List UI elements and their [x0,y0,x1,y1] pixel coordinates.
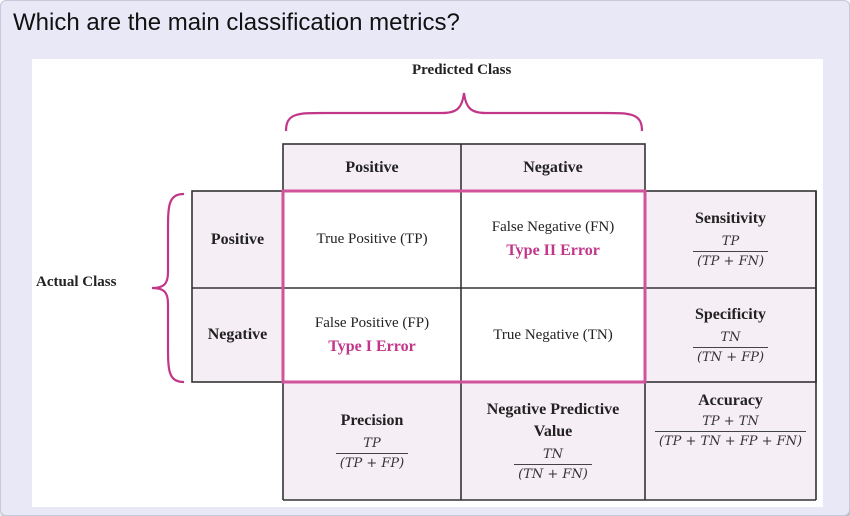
type-i-error-label: Type I Error [328,337,416,355]
accuracy-numerator: TP + TN [702,414,759,429]
tp-label: True Positive (TP) [316,231,428,247]
accuracy-formula: TP + TN (TP + TN + FP + FN) [654,414,807,449]
row-header-negative-label: Negative [207,326,268,343]
sensitivity-name: Sensitivity [694,210,767,227]
cell-true-negative: True Negative (TN) [461,288,645,382]
cell-specificity: Specificity TN (TN + FP) [645,288,816,382]
col-header-positive-label: Positive [345,158,399,176]
accuracy-denominator: (TP + TN + FP + FN) [654,431,807,449]
col-header-negative-label: Negative [523,158,583,176]
fn-label: False Negative (FN) [491,219,615,235]
cell-accuracy: Accuracy TP + TN (TP + TN + FP + FN) [645,382,816,500]
cell-negative-predictive-value: Negative Predictive Value TN (TN + FN) [461,382,645,500]
confusion-matrix-figure: Predicted Class Actual Class Positive Ne… [32,59,823,507]
specificity-name: Specificity [694,305,767,323]
specificity-formula: TN (TN + FP) [692,329,769,365]
sensitivity-formula: TP (TP + FN) [692,234,769,269]
cell-false-positive: False Positive (FP) Type I Error [283,288,461,382]
specificity-denominator: (TN + FP) [692,346,769,365]
col-header-negative: Negative [461,144,645,191]
npv-name-line1: Negative Predictive [486,400,620,418]
cell-true-positive: True Positive (TP) [283,191,461,288]
actual-class-label: Actual Class [36,274,117,290]
sensitivity-numerator: TP [721,234,740,249]
row-header-positive-label: Positive [210,230,265,248]
npv-numerator: TN [542,446,564,462]
npv-formula: TN (TN + FN) [514,447,592,482]
type-ii-error-label: Type II Error [506,242,600,259]
actual-class-brace [151,192,185,384]
predicted-class-label: Predicted Class [412,62,512,78]
fp-label: False Positive (FP) [314,314,430,331]
cell-precision: Precision TP (TP + FP) [283,382,461,500]
precision-numerator: TP [363,435,381,451]
sensitivity-denominator: (TP + FN) [692,251,769,269]
row-header-positive: Positive [192,191,283,288]
precision-formula: TP (TP + FP) [335,435,409,471]
question-text: Which are the main classification metric… [13,9,460,36]
cell-sensitivity: Sensitivity TP (TP + FN) [645,191,816,288]
accuracy-name: Accuracy [698,392,763,409]
tn-label: True Negative (TN) [493,326,613,343]
specificity-numerator: TN [720,329,741,345]
precision-name: Precision [340,411,404,429]
cell-false-negative: False Negative (FN) Type II Error [461,191,645,288]
npv-name-line2: Value [533,422,573,440]
row-header-negative: Negative [192,288,283,382]
predicted-class-brace [284,92,644,132]
precision-denominator: (TP + FP) [335,452,409,471]
npv-denominator: (TN + FN) [514,463,592,482]
col-header-positive: Positive [283,144,461,191]
